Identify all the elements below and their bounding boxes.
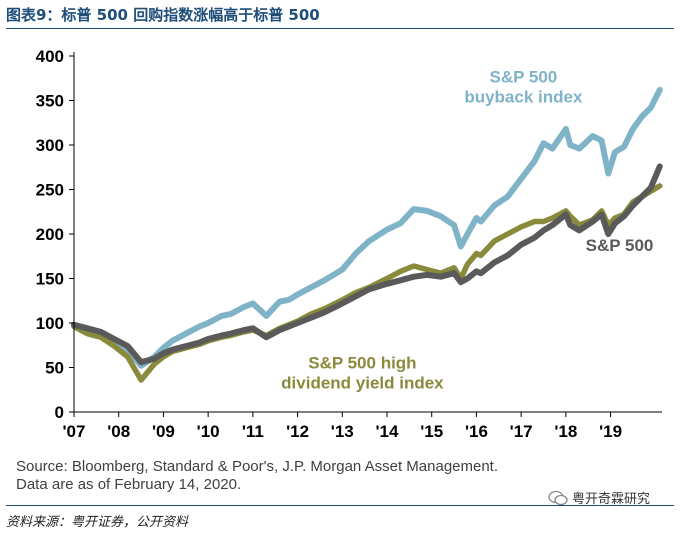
- x-tick-label: '16: [465, 422, 488, 441]
- watermark: 粤开奇霖研究: [548, 488, 650, 507]
- series-label-2: dividend yield index: [281, 373, 444, 392]
- y-tick-label: 100: [36, 314, 64, 333]
- x-tick-label: '07: [63, 422, 86, 441]
- x-tick-label: '19: [599, 422, 622, 441]
- bottom-divider: [6, 505, 674, 506]
- title-divider: [6, 28, 674, 29]
- axis-layer: 0 50 100 150 200 250 300 350 400 '07 '08 '09 '10 '11 '…: [36, 47, 662, 441]
- x-tick-label: '11: [242, 422, 264, 441]
- source-cn: 资料来源：粤开证券，公开资料: [6, 515, 189, 530]
- line-chart: 0 50 100 150 200 250 300 350 400 '07 '08 '09 '10 '11 '…: [36, 47, 663, 441]
- wechat-icon: [548, 490, 568, 505]
- figure-title: 图表9：标普 500 回购指数涨幅高于标普 500: [6, 6, 320, 24]
- y-tick-label: 0: [55, 403, 64, 422]
- x-tick-label: '12: [286, 422, 309, 441]
- series-line-0: [71, 86, 663, 369]
- watermark-text: 粤开奇霖研究: [572, 492, 651, 507]
- x-tick-label: '18: [554, 422, 577, 441]
- x-tick-label: '10: [197, 422, 220, 441]
- series-label-0: S&P 500: [490, 68, 558, 87]
- y-tick-label: 250: [36, 181, 64, 200]
- y-tick-label: 350: [36, 92, 64, 111]
- y-tick-label: 300: [36, 136, 64, 155]
- series-layer: [71, 86, 663, 383]
- series-label-1: S&P 500: [586, 236, 654, 255]
- x-tick-label: '13: [331, 422, 354, 441]
- x-tick-label: '08: [107, 422, 130, 441]
- x-tick-label: '09: [152, 422, 175, 441]
- x-tick-label: '14: [376, 422, 399, 441]
- x-tick-label: '17: [510, 422, 533, 441]
- series-label-0: buyback index: [464, 88, 583, 107]
- y-tick-label: 50: [45, 359, 64, 378]
- x-tick-label: '15: [420, 422, 443, 441]
- series-label-2: S&P 500 high: [308, 353, 416, 372]
- source-note-line1: Source: Bloomberg, Standard & Poor's, J.…: [16, 458, 499, 475]
- y-tick-label: 150: [36, 270, 64, 289]
- y-tick-label: 400: [36, 47, 64, 66]
- y-tick-label: 200: [36, 225, 64, 244]
- source-note-line2: Data are as of February 14, 2020.: [16, 476, 242, 493]
- series-line-1: [71, 163, 663, 366]
